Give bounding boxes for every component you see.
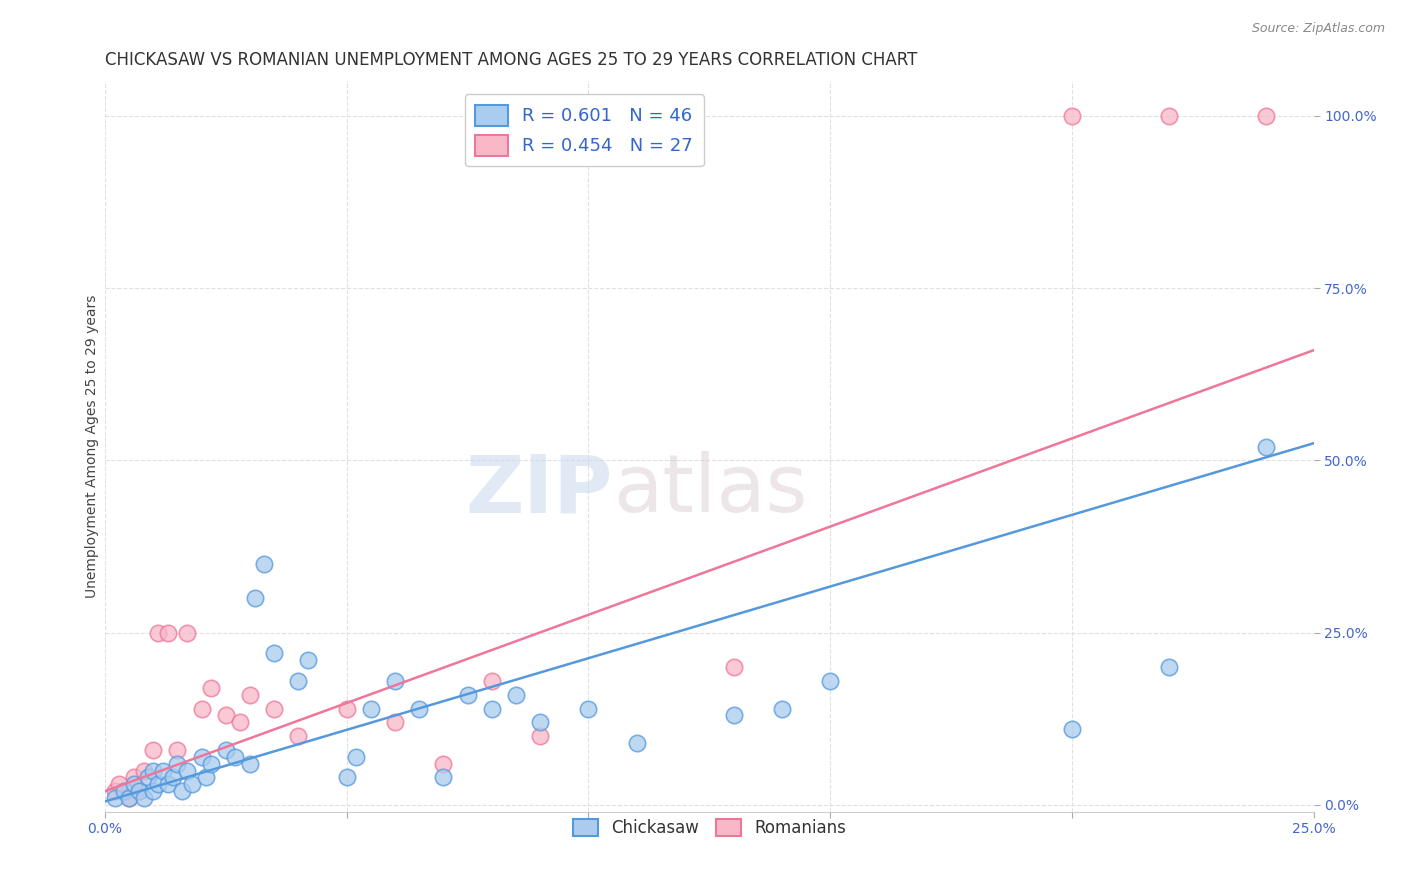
Point: [243, 591, 266, 606]
Point: [239, 756, 262, 771]
Point: [287, 673, 309, 688]
Point: [578, 701, 600, 715]
Text: CHICKASAW VS ROMANIAN UNEMPLOYMENT AMONG AGES 25 TO 29 YEARS CORRELATION CHART: CHICKASAW VS ROMANIAN UNEMPLOYMENT AMONG…: [105, 51, 917, 69]
Point: [384, 673, 406, 688]
Point: [142, 743, 165, 757]
Point: [1062, 109, 1084, 123]
Point: [529, 715, 551, 730]
Point: [1157, 660, 1180, 674]
Point: [176, 625, 198, 640]
Point: [481, 673, 503, 688]
Point: [1254, 109, 1277, 123]
Y-axis label: Unemployment Among Ages 25 to 29 years: Unemployment Among Ages 25 to 29 years: [86, 295, 100, 599]
Point: [118, 791, 141, 805]
Text: Source: ZipAtlas.com: Source: ZipAtlas.com: [1251, 22, 1385, 36]
Point: [146, 777, 169, 791]
Point: [156, 625, 179, 640]
Point: [229, 715, 252, 730]
Point: [432, 756, 454, 771]
Point: [132, 764, 155, 778]
Point: [146, 625, 169, 640]
Point: [505, 688, 527, 702]
Point: [336, 771, 359, 785]
Point: [180, 777, 202, 791]
Legend: Chickasaw, Romanians: Chickasaw, Romanians: [567, 813, 852, 844]
Point: [128, 784, 150, 798]
Point: [723, 660, 745, 674]
Point: [432, 771, 454, 785]
Point: [224, 749, 246, 764]
Point: [108, 777, 131, 791]
Point: [1062, 722, 1084, 736]
Point: [162, 771, 184, 785]
Point: [156, 777, 179, 791]
Point: [263, 646, 285, 660]
Point: [344, 749, 367, 764]
Point: [336, 701, 359, 715]
Point: [142, 764, 165, 778]
Point: [297, 653, 319, 667]
Point: [408, 701, 430, 715]
Point: [122, 777, 145, 791]
Point: [122, 771, 145, 785]
Point: [172, 784, 194, 798]
Point: [103, 791, 125, 805]
Point: [200, 756, 222, 771]
Point: [132, 791, 155, 805]
Point: [626, 736, 648, 750]
Point: [770, 701, 793, 715]
Point: [166, 743, 188, 757]
Point: [253, 557, 276, 571]
Point: [142, 784, 165, 798]
Point: [176, 764, 198, 778]
Text: ZIP: ZIP: [465, 451, 613, 530]
Point: [112, 784, 135, 798]
Point: [1157, 109, 1180, 123]
Point: [820, 673, 842, 688]
Point: [529, 729, 551, 743]
Point: [195, 771, 218, 785]
Point: [481, 701, 503, 715]
Point: [152, 764, 174, 778]
Point: [384, 715, 406, 730]
Point: [263, 701, 285, 715]
Point: [360, 701, 382, 715]
Point: [200, 681, 222, 695]
Point: [190, 701, 212, 715]
Point: [190, 749, 212, 764]
Point: [1254, 440, 1277, 454]
Point: [239, 688, 262, 702]
Point: [103, 784, 125, 798]
Point: [287, 729, 309, 743]
Point: [215, 743, 238, 757]
Text: atlas: atlas: [613, 451, 807, 530]
Point: [138, 771, 160, 785]
Point: [166, 756, 188, 771]
Point: [128, 784, 150, 798]
Point: [723, 708, 745, 723]
Point: [457, 688, 479, 702]
Point: [118, 791, 141, 805]
Point: [215, 708, 238, 723]
